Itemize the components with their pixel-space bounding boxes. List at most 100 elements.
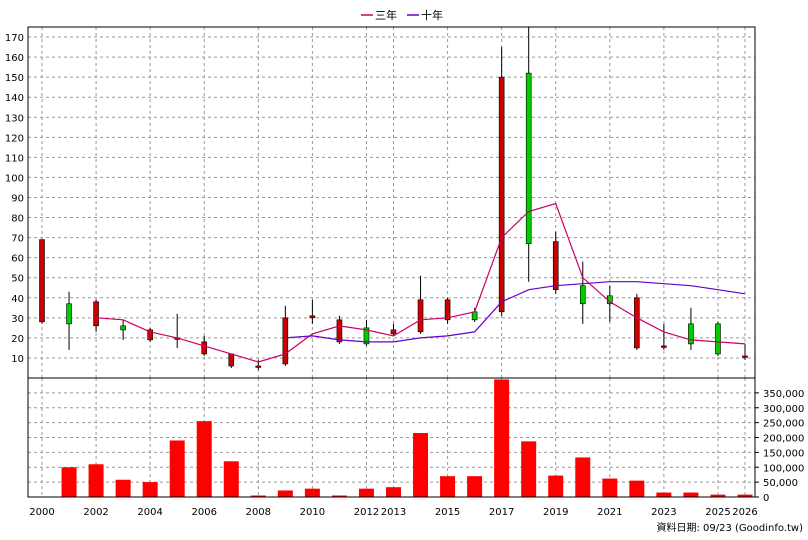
- candle-body: [282, 317, 289, 365]
- candle-body: [228, 353, 235, 367]
- x-tick-label: 2025: [705, 507, 730, 518]
- candle-body: [742, 355, 748, 358]
- volume-bar: [250, 495, 266, 497]
- volume-bar: [629, 480, 645, 497]
- x-tick-label: 2000: [29, 507, 54, 518]
- x-axis-ticks: 2000 2002 2004 2006 2008 2010 2012 2013 2015 2017…: [29, 507, 757, 518]
- x-tick-label: 2015: [435, 507, 460, 518]
- price-tick-label: 160: [5, 53, 24, 64]
- x-tick-label: 2023: [651, 507, 676, 518]
- candle-body: [525, 72, 532, 244]
- volume-bar: [575, 457, 591, 497]
- candle-body: [390, 329, 397, 335]
- volume-bar: [169, 440, 185, 497]
- volume-bar: [548, 475, 564, 497]
- candle-body: [120, 325, 126, 331]
- candle-body: [715, 323, 721, 355]
- volume-bar: [196, 421, 212, 497]
- volume-tick-label: 100,000: [763, 463, 804, 474]
- volume-bar: [277, 490, 293, 497]
- volume-bar: [683, 492, 699, 497]
- volume-bar: [304, 488, 320, 497]
- volume-bar: [358, 488, 374, 497]
- volume-tick-label: 50,000: [763, 478, 798, 489]
- candle-body: [552, 241, 559, 291]
- price-tick-label: 90: [11, 193, 24, 204]
- price-tick-label: 20: [11, 334, 24, 345]
- candle-body: [498, 76, 505, 313]
- moving-average-lines: [96, 202, 746, 363]
- x-tick-label: 2017: [489, 507, 514, 518]
- volume-bar: [386, 487, 401, 497]
- volume-bars: [61, 379, 753, 497]
- price-tick-label: 170: [5, 33, 24, 44]
- candle-body: [309, 315, 316, 319]
- candle-body: [39, 239, 45, 323]
- volume-grid: [28, 378, 755, 497]
- volume-bar: [115, 479, 131, 497]
- x-tick-label: 2012: [354, 507, 379, 518]
- legend-label-10yr: 十年: [421, 8, 443, 22]
- volume-bar: [223, 461, 239, 497]
- x-tick-label: 2026: [732, 507, 757, 518]
- x-tick-label: 2008: [246, 507, 271, 518]
- price-tick-label: 50: [11, 274, 24, 285]
- candle-body: [579, 285, 586, 305]
- candle-body: [255, 365, 262, 368]
- price-tick-label: 130: [5, 113, 24, 124]
- data-date-credit: 資料日期: 09/23 (Goodinfo.tw): [656, 521, 803, 534]
- candle-body: [66, 303, 72, 325]
- legend-label-3yr: 三年: [375, 8, 397, 22]
- x-tick-label: 2010: [300, 507, 325, 518]
- candle-body: [471, 311, 478, 321]
- candle-body: [444, 299, 451, 321]
- x-tick-label: 2013: [381, 507, 406, 518]
- volume-bar: [467, 476, 483, 497]
- line-10yr: [285, 281, 746, 343]
- price-tick-label: 60: [11, 254, 24, 265]
- volume-bar: [521, 441, 537, 497]
- volume-bar: [737, 494, 753, 497]
- volume-tick-label: 250,000: [763, 419, 804, 430]
- volume-bar: [656, 492, 672, 497]
- volume-tick-label: 350,000: [763, 389, 804, 400]
- volume-tick-label: 300,000: [763, 404, 804, 415]
- price-tick-label: 70: [11, 234, 24, 245]
- candle-body: [363, 327, 370, 345]
- price-grid: [28, 27, 755, 378]
- price-tick-label: 30: [11, 314, 24, 325]
- x-tick-label: 2006: [192, 507, 217, 518]
- price-tick-label: 110: [5, 153, 24, 164]
- price-axis-ticks: 10 20 30 40 50 60 70 80 90 100 110 120 130 140 150 160 1…: [5, 33, 24, 365]
- volume-tick-label: 200,000: [763, 434, 804, 445]
- candle-body: [336, 319, 343, 343]
- candle-body: [93, 301, 99, 327]
- candle-body: [688, 323, 694, 345]
- line-3yr: [96, 202, 746, 363]
- volume-bar: [440, 476, 456, 497]
- candle-body: [201, 341, 208, 355]
- volume-bar: [602, 478, 618, 497]
- price-tick-label: 40: [11, 294, 24, 305]
- legend: 三年 十年: [361, 8, 443, 22]
- volume-bar: [88, 464, 104, 497]
- price-panel-frame: [27, 26, 756, 379]
- price-tick-label: 120: [5, 133, 24, 144]
- x-tick-label: 2021: [597, 507, 622, 518]
- volume-bar: [413, 433, 429, 497]
- price-tick-label: 100: [5, 173, 24, 184]
- x-tick-label: 2002: [83, 507, 108, 518]
- price-tick-label: 150: [5, 73, 24, 84]
- price-tick-label: 140: [5, 93, 24, 104]
- x-tick-label: 2004: [137, 507, 162, 518]
- candles: [39, 27, 748, 370]
- volume-bar: [710, 494, 726, 497]
- volume-axis-ticks: 0 50,000 100,000 150,000 200,000 250,000 300,0…: [755, 389, 804, 504]
- volume-tick-label: 0: [763, 493, 769, 504]
- candle-body: [634, 297, 640, 349]
- volume-bar: [331, 495, 347, 497]
- candle-body: [147, 329, 153, 341]
- x-tick-label: 2019: [543, 507, 568, 518]
- volume-bar: [61, 467, 77, 497]
